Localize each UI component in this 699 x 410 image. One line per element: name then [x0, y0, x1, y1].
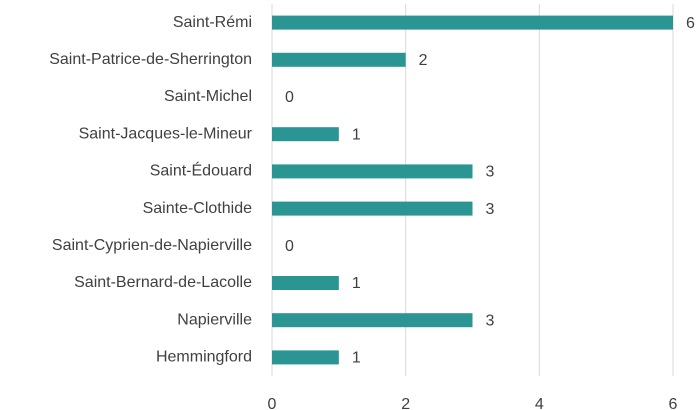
bar [272, 276, 339, 290]
x-tick-label: 0 [268, 396, 277, 410]
data-label: 3 [486, 201, 495, 218]
x-tick-label: 4 [535, 396, 544, 410]
bar [272, 313, 473, 328]
bar [272, 52, 406, 67]
data-label: 1 [352, 275, 361, 292]
bar [272, 15, 673, 30]
data-label: 2 [419, 52, 428, 69]
bar [272, 164, 473, 179]
x-tick-label: 2 [401, 396, 410, 410]
data-label: 6 [686, 15, 695, 32]
y-tick-label: Saint-Jacques-le-Mineur [79, 125, 253, 142]
x-tick-label: 6 [669, 396, 678, 410]
bar [272, 350, 339, 365]
bar [272, 127, 339, 142]
data-label: 3 [486, 312, 495, 329]
bar [272, 201, 473, 216]
y-tick-label: Saint-Michel [164, 88, 252, 105]
data-label: 1 [352, 126, 361, 143]
y-tick-label: Saint-Rémi [173, 14, 252, 31]
data-label: 1 [352, 350, 361, 367]
y-tick-label: Saint-Édouard [150, 161, 252, 180]
y-tick-label: Saint-Cyprien-de-Napierville [52, 237, 252, 254]
data-label: 0 [285, 238, 294, 255]
y-tick-label: Saint-Patrice-de-Sherrington [49, 51, 252, 68]
y-tick-label: Napierville [177, 311, 252, 328]
y-tick-label: Sainte-Clothide [143, 200, 253, 217]
y-tick-label: Hemmingford [156, 349, 252, 366]
data-label: 3 [486, 164, 495, 181]
data-label: 0 [285, 89, 294, 106]
y-tick-label: Saint-Bernard-de-Lacolle [74, 274, 252, 291]
